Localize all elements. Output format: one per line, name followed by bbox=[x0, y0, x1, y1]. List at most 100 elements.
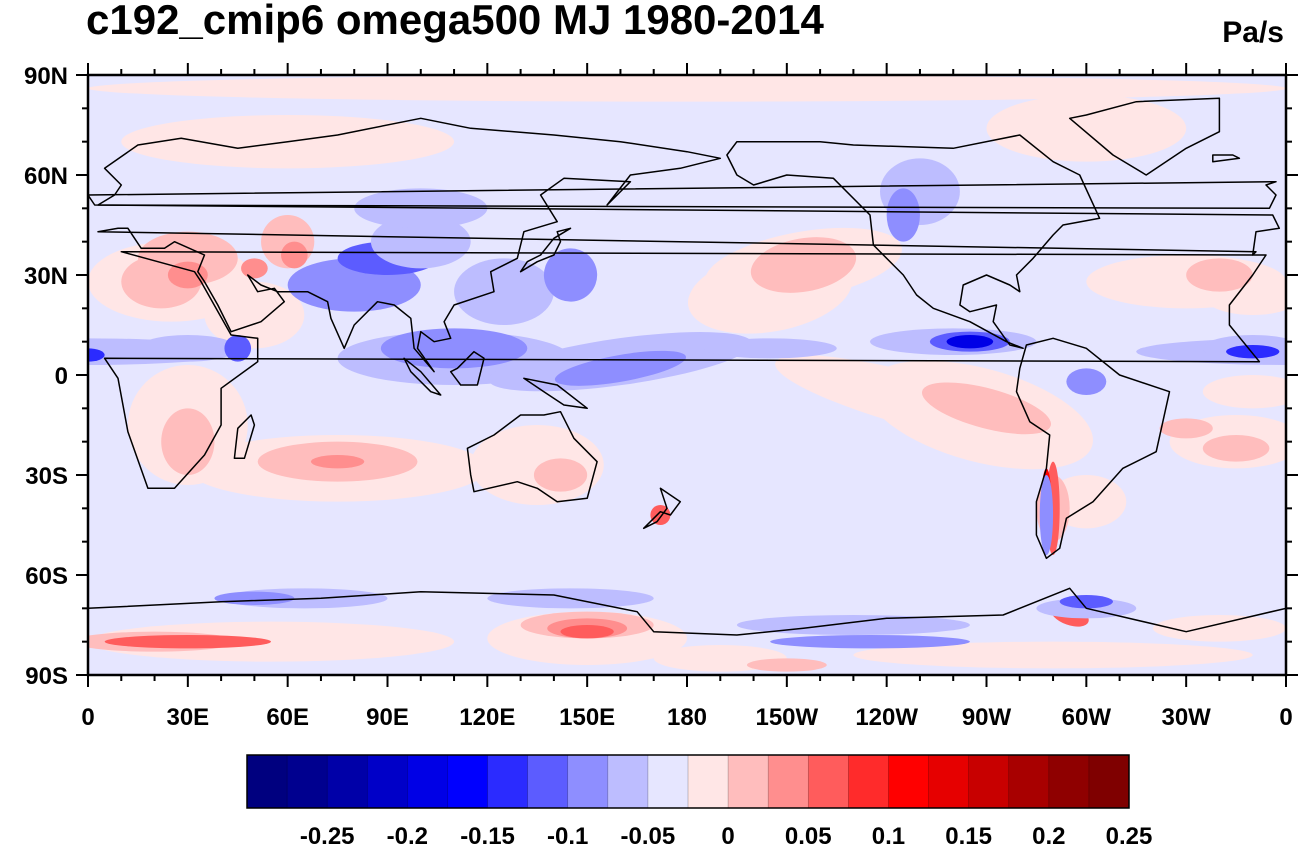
colorbar-label: -0.2 bbox=[387, 823, 428, 847]
colorbar-label: 0.2 bbox=[1032, 823, 1065, 847]
lon-label: 150W bbox=[755, 704, 818, 731]
field-blob bbox=[736, 615, 970, 635]
field-blob bbox=[1039, 475, 1054, 555]
colorbar-swatch bbox=[487, 755, 529, 808]
coastline bbox=[1015, 337, 1171, 560]
coastline bbox=[403, 357, 442, 396]
coastline bbox=[88, 587, 1286, 675]
colorbar-swatch bbox=[688, 755, 729, 808]
colorbar-swatch bbox=[728, 755, 769, 808]
field-blob bbox=[167, 261, 208, 289]
field-blob bbox=[370, 215, 471, 269]
field-blob bbox=[281, 241, 308, 269]
lon-label: 0 bbox=[81, 704, 94, 731]
lon-label: 90E bbox=[366, 704, 409, 731]
colorbar-label: 0 bbox=[721, 823, 734, 847]
colorbar-swatch bbox=[1008, 755, 1050, 808]
field-blob bbox=[543, 248, 598, 302]
colorbar-swatch bbox=[928, 755, 970, 808]
lon-label: 120W bbox=[855, 704, 918, 731]
colorbar-swatch bbox=[1048, 755, 1090, 808]
field-blob bbox=[137, 335, 238, 362]
field-blob bbox=[1059, 595, 1113, 609]
field-blob bbox=[1226, 345, 1280, 359]
lon-label: 60W bbox=[1062, 704, 1112, 731]
colorbar-label: 0.1 bbox=[872, 823, 905, 847]
colorbar-frame bbox=[246, 754, 1130, 809]
field-blob bbox=[214, 591, 295, 605]
colorbar-swatch bbox=[647, 755, 689, 808]
coastline bbox=[642, 487, 682, 530]
field-blob bbox=[533, 458, 588, 492]
field-blob bbox=[241, 258, 268, 279]
colorbar-swatch bbox=[768, 755, 809, 808]
coastline bbox=[466, 410, 598, 503]
field-blob bbox=[922, 382, 1051, 435]
colorbar-label: 0.25 bbox=[1106, 823, 1153, 847]
field-blob bbox=[986, 95, 1187, 162]
field-blob bbox=[88, 348, 105, 362]
field-blob bbox=[88, 75, 1286, 102]
lat-label: 30N bbox=[24, 263, 68, 290]
lat-label: 60N bbox=[24, 163, 68, 190]
field-blob bbox=[1152, 615, 1286, 642]
longitude-labels: 0 30E 60E 90E 120E 150E 180 150W 120W 90W 60W 30W 0 bbox=[81, 704, 1292, 731]
field-blob bbox=[1202, 375, 1286, 409]
coastline bbox=[726, 134, 1101, 350]
colorbar-swatch bbox=[808, 755, 849, 808]
coastline bbox=[88, 180, 1277, 210]
colorbar-swatch bbox=[407, 755, 448, 808]
field-blob bbox=[703, 338, 837, 359]
colorbar-label: 0.15 bbox=[945, 823, 992, 847]
lon-label: 30E bbox=[166, 704, 209, 731]
colorbar-swatch bbox=[287, 755, 328, 808]
coastline bbox=[523, 377, 588, 410]
field-blob bbox=[853, 641, 1253, 669]
lon-label: 60E bbox=[266, 704, 309, 731]
lat-label: 30S bbox=[25, 463, 68, 490]
coastline bbox=[449, 350, 485, 386]
coastline bbox=[519, 227, 572, 273]
colorbar-swatch bbox=[327, 755, 368, 808]
colorbar-swatch bbox=[527, 755, 569, 808]
colorbar-swatch bbox=[447, 755, 489, 808]
colorbar-swatch bbox=[367, 755, 408, 808]
field-blob bbox=[1186, 258, 1253, 292]
coastline bbox=[233, 414, 256, 460]
field-blob bbox=[1066, 368, 1107, 395]
coastline bbox=[103, 250, 1267, 490]
coastline bbox=[1068, 97, 1221, 176]
lon-label: 120E bbox=[459, 704, 515, 731]
colorbar-swatch bbox=[968, 755, 1010, 808]
plot-title: c192_cmip6 omega500 MJ 1980-2014 bbox=[86, 0, 824, 43]
latitude-labels: 90N 60N 30N 0 30S 60S 90S bbox=[24, 63, 68, 690]
field-blob bbox=[946, 335, 994, 349]
lat-label: 60S bbox=[25, 563, 68, 590]
lon-label: 90W bbox=[962, 704, 1012, 731]
field-blob bbox=[746, 658, 827, 672]
colorbar-labels: -0.25 -0.2 -0.15 -0.1 -0.05 0 0.05 0.1 0.15 0.2 0.… bbox=[300, 823, 1153, 847]
field-blob bbox=[886, 188, 920, 242]
colorbar-swatch bbox=[567, 755, 609, 808]
lon-label: 30W bbox=[1161, 704, 1211, 731]
field-blob bbox=[750, 237, 857, 293]
colorbar-swatch bbox=[888, 755, 930, 808]
colorbar-swatch bbox=[607, 755, 649, 808]
lat-label: 0 bbox=[55, 363, 68, 390]
units-label: Pa/s bbox=[1222, 16, 1284, 49]
lon-label: 0 bbox=[1279, 704, 1292, 731]
field-blob bbox=[104, 635, 272, 649]
field-blob bbox=[1159, 418, 1213, 439]
colorbar-swatch bbox=[848, 755, 889, 808]
field-blob bbox=[770, 635, 970, 649]
field-blob bbox=[310, 455, 365, 469]
colorbar-label: -0.05 bbox=[621, 823, 676, 847]
field-blob bbox=[1202, 435, 1270, 462]
lon-label: 180 bbox=[667, 704, 707, 731]
map-ticks bbox=[76, 63, 1298, 687]
field-blob bbox=[454, 258, 554, 325]
coastline bbox=[1212, 154, 1241, 163]
colorbar-label: -0.1 bbox=[547, 823, 588, 847]
colorbar-swatch bbox=[247, 755, 288, 808]
